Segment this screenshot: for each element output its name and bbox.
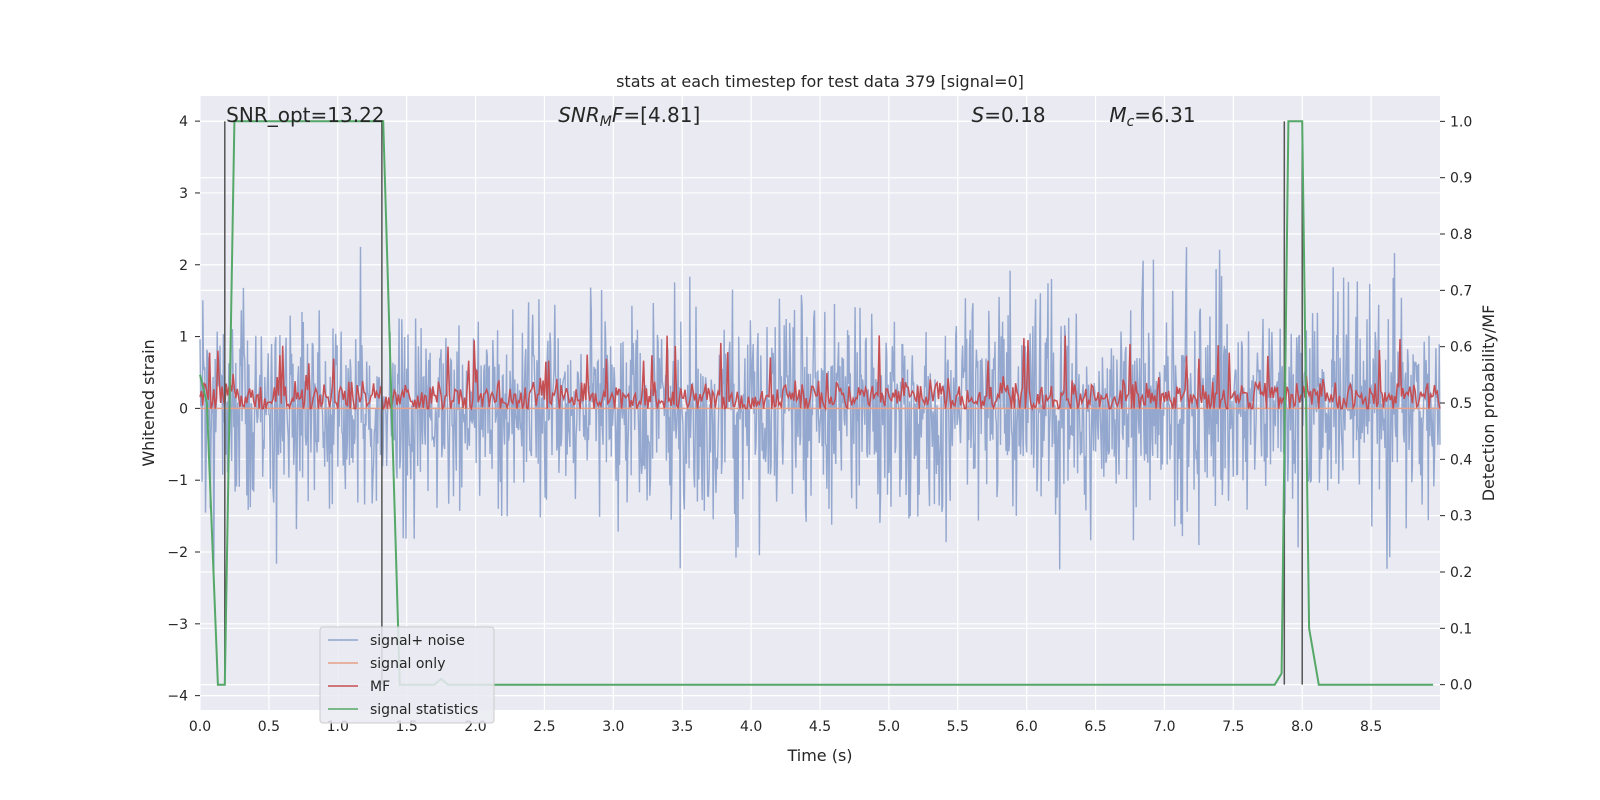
y-tick-label-right: 0.4 [1450,452,1472,468]
legend-box [319,626,495,724]
y-tick-label-right: 0.2 [1450,565,1472,581]
y-tick-label-right: 1.0 [1450,114,1472,130]
x-tick-label: 4.5 [809,719,831,735]
y-tick-label-right: 0.7 [1450,283,1472,299]
legend-label-signal-only: signal only [370,656,445,672]
y-tick-label-left: −4 [167,689,188,705]
y-tick-label-right: 0.0 [1450,678,1472,694]
legend-label-signal-statistics: signal statistics [370,702,478,718]
y-tick-label-left: −1 [167,473,188,489]
y-tick-label-left: 1 [179,330,188,346]
y-tick-label-left: 2 [179,258,188,274]
x-tick-label: 6.5 [1084,719,1106,735]
y-tick-label-right: 0.9 [1450,171,1472,187]
x-tick-label: 0.0 [189,719,211,735]
chart-title: stats at each timestep for test data 379… [616,72,1024,91]
x-tick-label: 7.0 [1153,719,1175,735]
x-tick-label: 3.0 [602,719,624,735]
y-tick-label-right: 0.5 [1450,396,1472,412]
y-tick-label-left: 0 [179,401,188,417]
legend-label-mf: MF [370,679,390,695]
annotation-3: Mc=6.31 [1109,103,1195,130]
y-tick-label-left: −3 [167,617,188,633]
y-tick-label-left: 4 [179,114,188,130]
y-tick-label-right: 0.6 [1450,340,1472,356]
y-axis-label-left: Whitened strain [139,339,158,466]
annotation-2: S=0.18 [972,103,1046,127]
annotation-0: SNR_opt=13.22 [226,103,384,127]
y-tick-label-right: 0.3 [1450,509,1472,525]
y-tick-label-right: 0.8 [1450,227,1472,243]
mf-line [199,335,1441,412]
x-tick-label: 4.0 [740,719,762,735]
y-ticks-left: −4 −3 −2 −1 0 1 2 3 4 [167,114,200,705]
signal-noise-line [199,246,1441,572]
x-tick-label: 2.5 [533,719,555,735]
legend-label-signal-noise: signal+ noise [370,633,465,649]
x-tick-label: 0.5 [258,719,280,735]
x-tick-label: 7.5 [1222,719,1244,735]
series-mf [199,335,1441,412]
y-tick-label-left: −2 [167,545,188,561]
x-tick-label: 3.5 [671,719,693,735]
y-ticks-right: 0.0 0.1 0.2 0.3 0.4 0.5 0.6 0.7 0.8 0.9 1.0 [1440,114,1472,694]
y-axis-label-right: Detection probability/MF [1479,305,1498,502]
x-tick-label: 6.0 [1016,719,1038,735]
annotations: SNR_opt=13.22 SNRMF=[4.81] S=0.18 Mc=6.31 [226,103,1195,130]
x-tick-label: 8.5 [1360,719,1382,735]
x-tick-label: 5.5 [947,719,969,735]
annotation-1: SNRMF=[4.81] [558,103,700,130]
y-tick-label-right: 0.1 [1450,621,1472,637]
x-tick-label: 8.0 [1291,719,1313,735]
y-tick-label-left: 3 [179,186,188,202]
legend: signal+ noise signal only MF signal stat… [319,626,495,724]
series-signal-noise [199,246,1441,572]
x-tick-label: 5.0 [878,719,900,735]
x-axis-label: Time (s) [786,746,852,765]
